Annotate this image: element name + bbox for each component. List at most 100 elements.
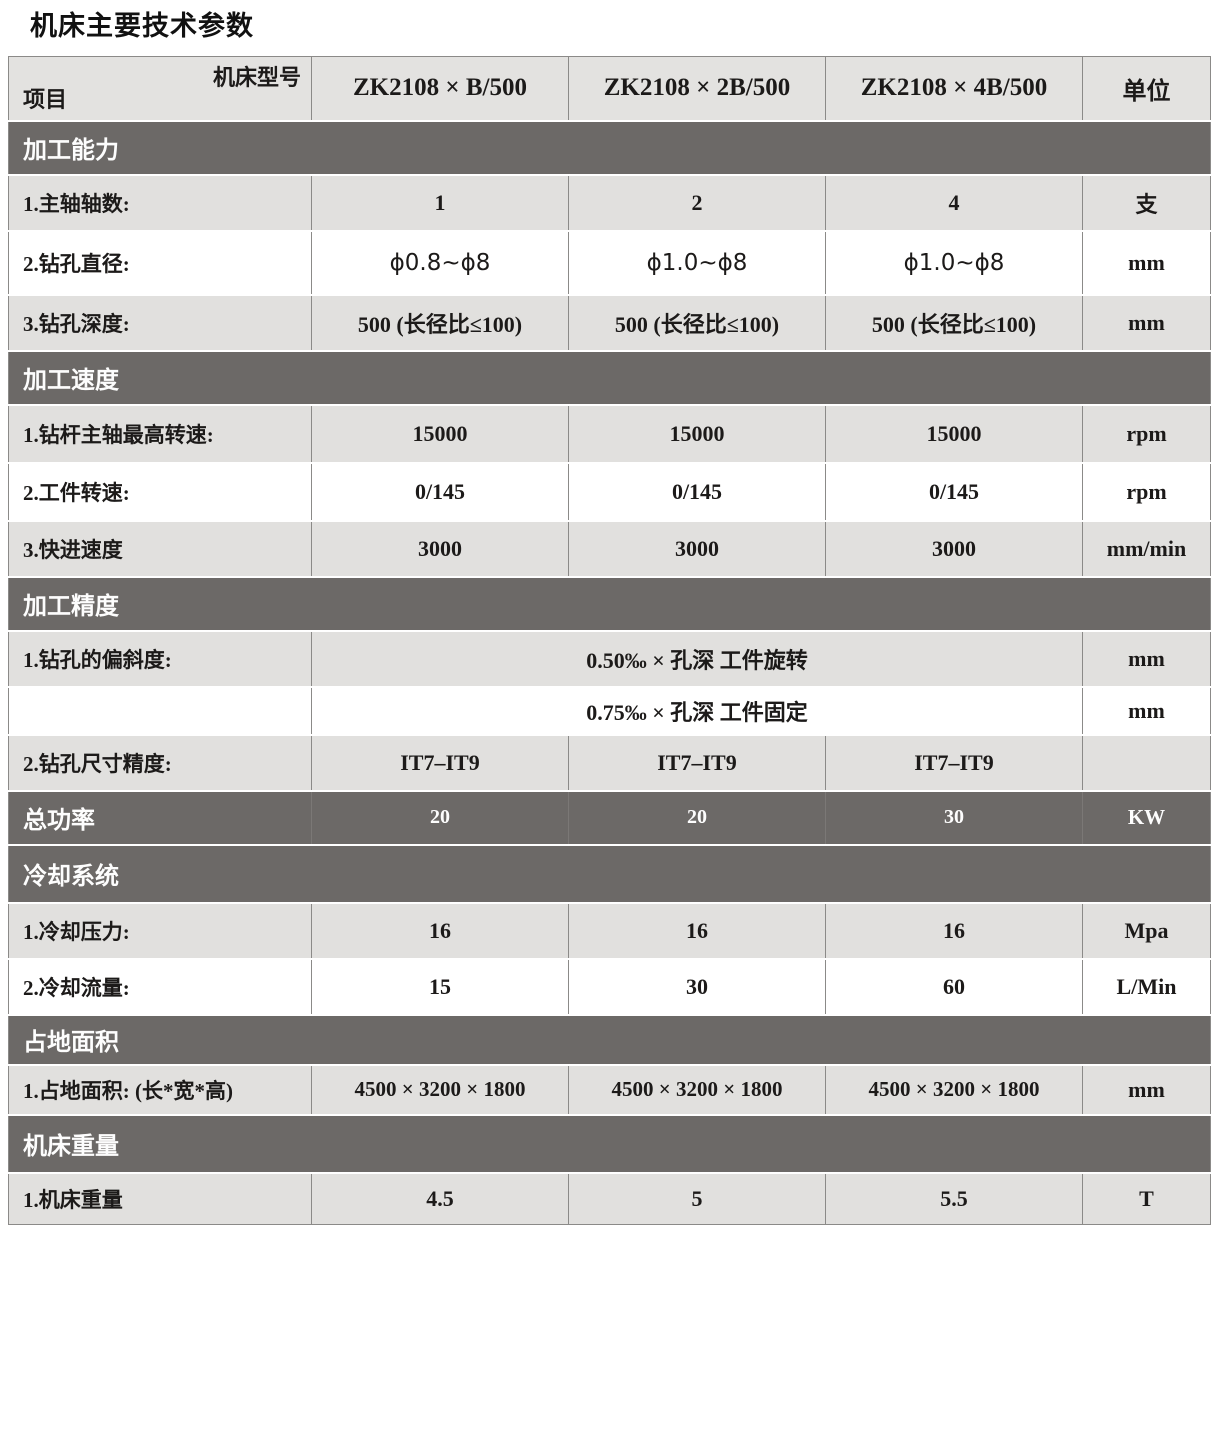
value-cell: 20 [311,789,569,845]
corner-label-model: 机床型号 [212,65,301,90]
section-band-label: 冷却系统 [8,843,1211,903]
value-cell: 15000 [568,403,826,463]
column-header-model-1: ZK2108 × B/500 [311,56,569,121]
section-band-with-values: 总功率 20 20 30 KW [8,789,1211,845]
merged-value-cell: 0.50‰ × 孔深 工件旋转 [311,629,1083,687]
unit-cell: rpm [1082,403,1211,463]
section-band-label: 加工精度 [8,575,1211,631]
value-cell: 30 [568,957,826,1015]
row-label: 1.占地面积: (长*宽*高) [8,1063,312,1115]
value-cell: 4500 × 3200 × 1800 [311,1063,569,1115]
section-band: 占地面积 [8,1013,1211,1065]
value-cell: ϕ1.0∼ϕ8 [825,229,1083,295]
section-band: 加工速度 [8,349,1211,405]
section-band: 加工精度 [8,575,1211,631]
unit-cell: mm [1082,1063,1211,1115]
corner-cell: 机床型号 项目 [8,56,312,121]
value-cell: 1 [311,173,569,231]
table-row: 1.冷却压力: 16 16 16 Mpa [8,901,1211,959]
value-cell: 16 [825,901,1083,959]
table-row: 2.钻孔尺寸精度: IT7–IT9 IT7–IT9 IT7–IT9 [8,733,1211,791]
value-cell: 4500 × 3200 × 1800 [825,1063,1083,1115]
row-label: 2.钻孔尺寸精度: [8,733,312,791]
unit-cell: KW [1082,789,1211,845]
section-band-label: 加工能力 [8,119,1211,175]
value-cell: 500 (长径比≤100) [568,293,826,351]
table-row: 1.主轴轴数: 1 2 4 支 [8,173,1211,231]
page-title: 机床主要技术参数 [30,11,254,41]
row-label: 1.冷却压力: [8,901,312,959]
unit-cell: T [1082,1171,1211,1225]
section-band-label: 加工速度 [8,349,1211,405]
value-cell: 5 [568,1171,826,1225]
value-cell: 60 [825,957,1083,1015]
section-band: 冷却系统 [8,843,1211,903]
value-cell: 0/145 [825,461,1083,521]
table-header-row: 机床型号 项目 ZK2108 × B/500 ZK2108 × 2B/500 Z… [8,56,1211,121]
section-band-label: 机床重量 [8,1113,1211,1173]
unit-cell: mm/min [1082,519,1211,577]
row-label: 1.机床重量 [8,1171,312,1225]
column-header-unit: 单位 [1082,56,1211,121]
value-cell: 2 [568,173,826,231]
section-band: 机床重量 [8,1113,1211,1173]
unit-cell: mm [1082,685,1211,735]
corner-label-item: 项目 [23,86,68,112]
spec-table: 机床型号 项目 ZK2108 × B/500 ZK2108 × 2B/500 Z… [8,56,1211,1225]
value-cell: 16 [311,901,569,959]
value-cell: 20 [568,789,826,845]
section-band: 加工能力 [8,119,1211,175]
value-cell: IT7–IT9 [311,733,569,791]
table-row: 3.钻孔深度: 500 (长径比≤100) 500 (长径比≤100) 500 … [8,293,1211,351]
row-label: 1.钻杆主轴最高转速: [8,403,312,463]
table-row: 2.工件转速: 0/145 0/145 0/145 rpm [8,461,1211,521]
table-row: 1.占地面积: (长*宽*高) 4500 × 3200 × 1800 4500 … [8,1063,1211,1115]
row-label: 2.钻孔直径: [8,229,312,295]
table-row: 0.75‰ × 孔深 工件固定 mm [8,685,1211,735]
value-cell: 4500 × 3200 × 1800 [568,1063,826,1115]
unit-cell: mm [1082,293,1211,351]
value-cell: 4 [825,173,1083,231]
value-cell: 15000 [311,403,569,463]
table-row: 2.冷却流量: 15 30 60 L/Min [8,957,1211,1015]
unit-cell: Mpa [1082,901,1211,959]
value-cell: 15 [311,957,569,1015]
value-cell: 3000 [311,519,569,577]
unit-cell: mm [1082,629,1211,687]
row-label: 3.钻孔深度: [8,293,312,351]
table-row: 3.快进速度 3000 3000 3000 mm/min [8,519,1211,577]
row-label: 1.主轴轴数: [8,173,312,231]
value-cell: IT7–IT9 [568,733,826,791]
value-cell: 5.5 [825,1171,1083,1225]
unit-cell: L/Min [1082,957,1211,1015]
value-cell: 0/145 [311,461,569,521]
value-cell: 30 [825,789,1083,845]
value-cell: 15000 [825,403,1083,463]
section-band-label: 总功率 [8,789,312,845]
unit-cell: mm [1082,229,1211,295]
value-cell: 500 (长径比≤100) [311,293,569,351]
value-cell: 500 (长径比≤100) [825,293,1083,351]
value-cell: 4.5 [311,1171,569,1225]
value-cell: 16 [568,901,826,959]
value-cell: 0/145 [568,461,826,521]
column-header-model-3: ZK2108 × 4B/500 [825,56,1083,121]
row-label: 3.快进速度 [8,519,312,577]
value-cell: ϕ0.8∼ϕ8 [311,229,569,295]
unit-cell: 支 [1082,173,1211,231]
table-row: 2.钻孔直径: ϕ0.8∼ϕ8 ϕ1.0∼ϕ8 ϕ1.0∼ϕ8 mm [8,229,1211,295]
unit-cell [1082,733,1211,791]
row-label: 2.工件转速: [8,461,312,521]
table-row: 1.钻杆主轴最高转速: 15000 15000 15000 rpm [8,403,1211,463]
table-row: 1.机床重量 4.5 5 5.5 T [8,1171,1211,1225]
row-label: 2.冷却流量: [8,957,312,1015]
unit-cell: rpm [1082,461,1211,521]
merged-value-cell: 0.75‰ × 孔深 工件固定 [311,685,1083,735]
row-label: 1.钻孔的偏斜度: [8,629,312,687]
row-label [8,685,312,735]
section-band-label: 占地面积 [8,1013,1211,1065]
value-cell: IT7–IT9 [825,733,1083,791]
column-header-model-2: ZK2108 × 2B/500 [568,56,826,121]
value-cell: 3000 [568,519,826,577]
